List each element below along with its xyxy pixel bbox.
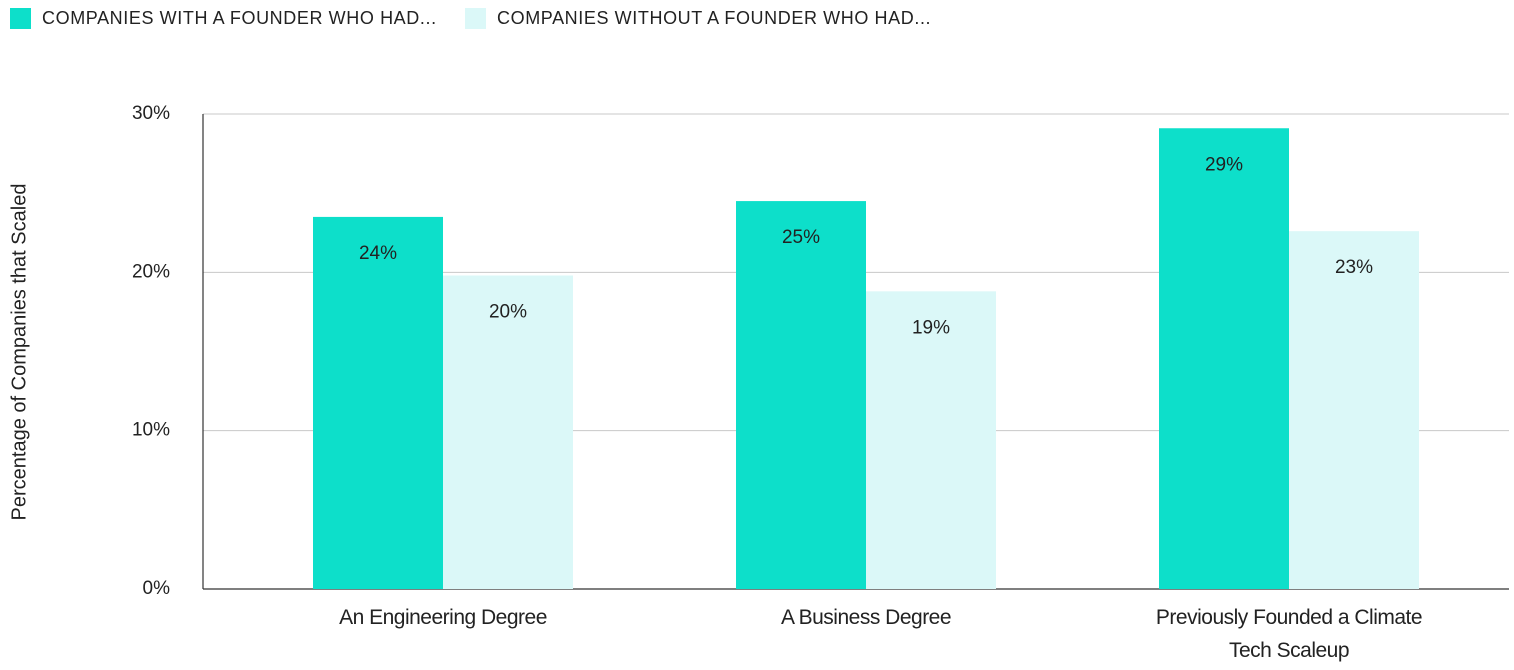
value-label: 20% [489, 302, 527, 323]
bar [1289, 231, 1419, 589]
y-tick-label: 10% [132, 420, 170, 441]
y-tick-label: 0% [143, 578, 171, 599]
bar [866, 291, 996, 589]
x-tick-label: A Business Degree [780, 606, 952, 629]
y-axis-title: Percentage of Companies that Scaled [8, 184, 30, 521]
legend-item: COMPANIES WITH A FOUNDER WHO HAD... [10, 8, 437, 29]
bar [443, 275, 573, 589]
bar [313, 216, 443, 589]
legend-label: COMPANIES WITH A FOUNDER WHO HAD... [42, 8, 437, 28]
legend-label: COMPANIES WITHOUT A FOUNDER WHO HAD... [497, 8, 932, 28]
value-label: 24% [359, 243, 397, 264]
value-label: 29% [1205, 154, 1243, 175]
x-tick-label: Previously Founded a Climate Tech Scaleu… [1155, 606, 1423, 662]
bar [736, 201, 866, 590]
y-tick-label: 30% [132, 103, 170, 124]
value-label: 23% [1335, 257, 1373, 278]
legend-swatch [10, 8, 31, 29]
value-label: 19% [912, 317, 950, 338]
legend-swatch [465, 8, 486, 29]
y-tick-label: 20% [132, 261, 170, 282]
bar [1159, 128, 1289, 589]
value-label: 25% [782, 227, 820, 248]
legend-item: COMPANIES WITHOUT A FOUNDER WHO HAD... [465, 8, 931, 29]
x-tick-label: An Engineering Degree [339, 606, 547, 629]
